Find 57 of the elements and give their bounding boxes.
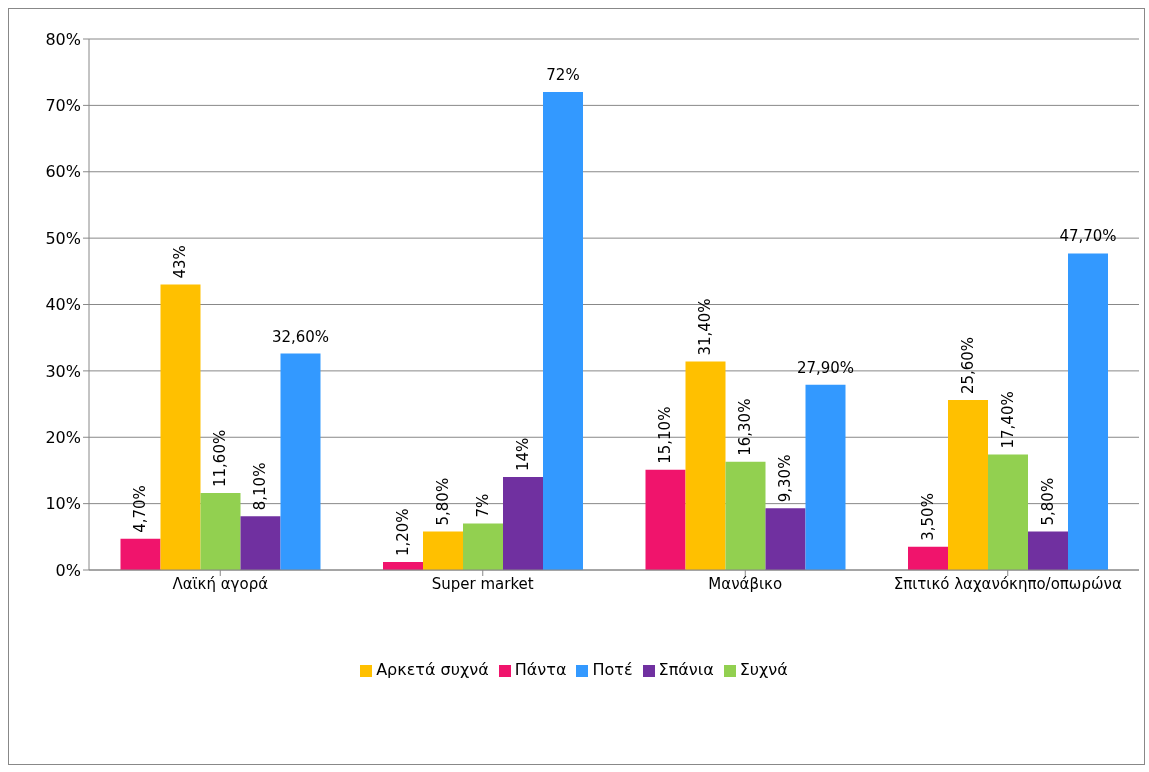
bar [948, 400, 988, 570]
y-tick-label: 50% [45, 228, 81, 248]
bar [645, 469, 686, 570]
y-tick-label: 70% [45, 96, 81, 116]
bar [1028, 531, 1068, 570]
y-tick-label: 80% [45, 29, 81, 49]
bar [280, 353, 321, 570]
bar [240, 516, 281, 570]
data-label: 14% [514, 437, 532, 472]
x-tick-label: Σπιτικό λαχανόκηπο/οπωρώνα [893, 574, 1122, 593]
bar [805, 384, 846, 570]
data-label: 4,70% [131, 485, 150, 533]
legend-label: Σπάνια [658, 660, 714, 679]
data-label: 25,60% [959, 336, 977, 395]
data-label: 11,60% [211, 429, 230, 488]
bar [1068, 253, 1108, 570]
x-tick-label: Λαϊκή αγορά [172, 574, 269, 593]
y-tick-label: 40% [45, 295, 81, 315]
data-label: 7% [474, 493, 492, 518]
bar [423, 531, 463, 570]
legend-label: Πάντα [514, 660, 567, 679]
data-label: 32,60% [271, 327, 330, 346]
bar [200, 493, 241, 570]
bar [908, 546, 948, 570]
data-label: 17,40% [999, 391, 1017, 449]
y-tick-label: 10% [45, 494, 81, 514]
x-tick-label: Μανάβικο [708, 574, 783, 593]
legend-label: Συχνά [739, 660, 788, 679]
bar [765, 508, 806, 570]
bar [503, 477, 543, 570]
data-label: 47,70% [1059, 227, 1117, 246]
data-label: 27,90% [796, 358, 855, 377]
y-tick-label: 60% [45, 162, 81, 182]
legend-label: Αρκετά συχνά [376, 660, 489, 679]
y-tick-label: 30% [45, 361, 81, 381]
bar [988, 454, 1028, 570]
data-label: 9,30% [776, 454, 795, 503]
data-label: 15,10% [656, 406, 675, 464]
data-label: 5,80% [434, 477, 452, 526]
bar [120, 538, 161, 570]
y-tick-label: 0% [55, 560, 81, 580]
bar [725, 461, 766, 570]
y-tick-label: 20% [45, 427, 81, 447]
data-label: 3,50% [919, 493, 937, 541]
bar [160, 284, 201, 570]
data-label: 8,10% [251, 462, 270, 511]
bar [463, 523, 503, 570]
data-label: 16,30% [736, 398, 755, 456]
x-tick-label: Super market [431, 574, 534, 593]
data-label: 72% [546, 66, 580, 85]
bar [543, 92, 583, 570]
bar [685, 361, 726, 570]
data-label: 5,80% [1039, 477, 1057, 526]
data-label: 43% [171, 245, 190, 279]
data-label: 31,40% [696, 298, 715, 356]
data-label: 1,20% [394, 508, 412, 557]
legend-label: Ποτέ [592, 660, 633, 679]
